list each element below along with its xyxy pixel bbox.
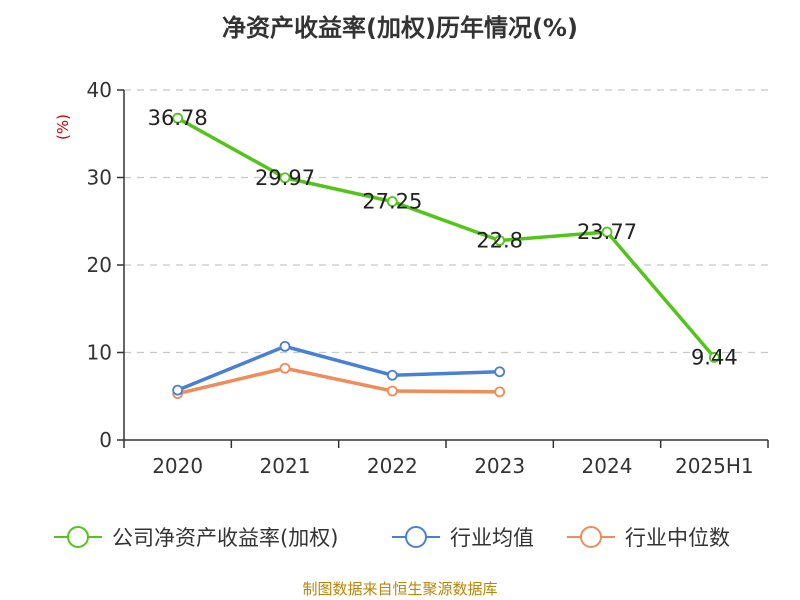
- data-point: [172, 112, 184, 124]
- y-tick-label: 0: [99, 428, 112, 452]
- x-tick-label: 2023: [474, 454, 525, 478]
- y-tick-label: 10: [87, 341, 112, 365]
- chart-title: 净资产收益率(加权)历年情况(%): [222, 14, 578, 42]
- data-point: [708, 351, 720, 363]
- data-point: [386, 196, 398, 207]
- x-tick-label: 2021: [260, 454, 311, 478]
- x-tick-label: 2025H1: [675, 454, 754, 478]
- x-tick-label: 2020: [152, 454, 203, 478]
- source-note: 制图数据来自恒生聚源数据库: [302, 580, 498, 598]
- x-tick-label: 2024: [582, 454, 633, 478]
- data-point: [172, 384, 184, 396]
- series-line: [177, 366, 500, 396]
- y-tick-label: 30: [87, 166, 112, 190]
- data-label: 29.97: [255, 166, 315, 190]
- series-line: [176, 116, 716, 359]
- data-point: [386, 369, 398, 381]
- data-label: 23.77: [577, 220, 637, 244]
- series-line: [177, 344, 500, 392]
- legend-label: 公司净资产收益率(加权): [112, 526, 338, 550]
- data-point: [279, 172, 291, 184]
- x-tick-label: 2022: [367, 454, 418, 478]
- legend-swatch-marker: [405, 526, 427, 548]
- data-point: [279, 362, 291, 374]
- data-point: [494, 366, 506, 378]
- data-point: [386, 385, 398, 397]
- data-label: 22.8: [476, 229, 523, 253]
- y-tick-label: 20: [87, 253, 112, 277]
- legend-swatch-marker: [580, 526, 602, 548]
- data-point: [601, 226, 613, 238]
- legend-label: 行业中位数: [625, 526, 730, 550]
- data-point: [279, 340, 291, 352]
- y-tick-label: 40: [87, 78, 112, 102]
- legend-swatch-marker: [67, 526, 89, 548]
- y-axis-unit: (%): [54, 114, 72, 140]
- data-point: [494, 235, 506, 246]
- data-label: 36.78: [148, 106, 208, 130]
- data-label: 27.25: [362, 190, 422, 214]
- data-point: [494, 386, 506, 398]
- legend-label: 行业均值: [450, 526, 534, 550]
- data-label: 9.44: [691, 345, 738, 369]
